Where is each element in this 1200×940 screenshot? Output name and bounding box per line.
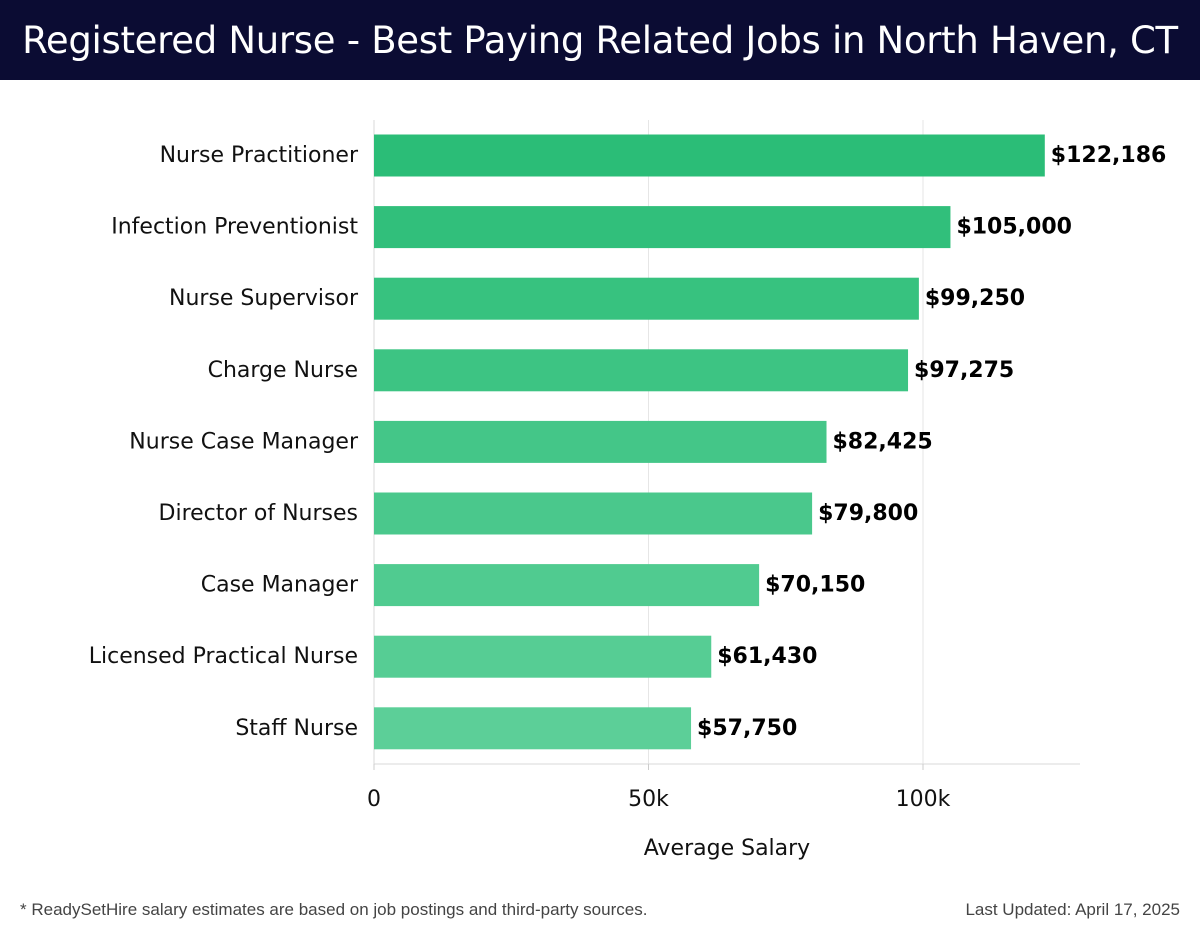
bar (374, 420, 827, 463)
data-label: $70,150 (765, 573, 865, 598)
bar-chart: Nurse Practitioner $122,186 Infection Prev… (89, 120, 1167, 861)
bar (374, 707, 692, 750)
category-label: Nurse Practitioner (160, 143, 359, 168)
data-label: $61,430 (717, 644, 817, 669)
x-tick-label: 50k (628, 787, 669, 812)
bar (374, 349, 909, 392)
category-label: Case Manager (201, 573, 359, 598)
footnote: * ReadySetHire salary estimates are base… (20, 900, 648, 919)
category-label: Nurse Case Manager (129, 429, 359, 454)
last-updated: Last Updated: April 17, 2025 (965, 900, 1180, 919)
category-label: Charge Nurse (208, 358, 358, 383)
bar (374, 206, 951, 249)
data-label: $122,186 (1051, 143, 1167, 168)
category-label: Director of Nurses (159, 501, 358, 526)
page-title: Registered Nurse - Best Paying Related J… (22, 18, 1178, 62)
x-tick-label: 100k (896, 787, 951, 812)
bar (374, 277, 919, 320)
title-bar: Registered Nurse - Best Paying Related J… (0, 0, 1200, 80)
footer: * ReadySetHire salary estimates are base… (20, 900, 1180, 920)
x-tick-label: 0 (367, 787, 381, 812)
data-label: $57,750 (697, 716, 797, 741)
x-axis-title: Average Salary (644, 836, 810, 861)
bar (374, 134, 1045, 177)
bar (374, 635, 712, 678)
data-label: $97,275 (914, 358, 1014, 383)
data-label: $82,425 (833, 429, 933, 454)
data-label: $79,800 (818, 501, 918, 526)
bar (374, 564, 760, 607)
data-label: $105,000 (956, 215, 1072, 240)
category-label: Nurse Supervisor (169, 286, 359, 311)
category-label: Infection Preventionist (111, 215, 358, 240)
category-label: Licensed Practical Nurse (89, 644, 358, 669)
bar (374, 492, 813, 535)
category-label: Staff Nurse (235, 716, 358, 741)
data-label: $99,250 (925, 286, 1025, 311)
